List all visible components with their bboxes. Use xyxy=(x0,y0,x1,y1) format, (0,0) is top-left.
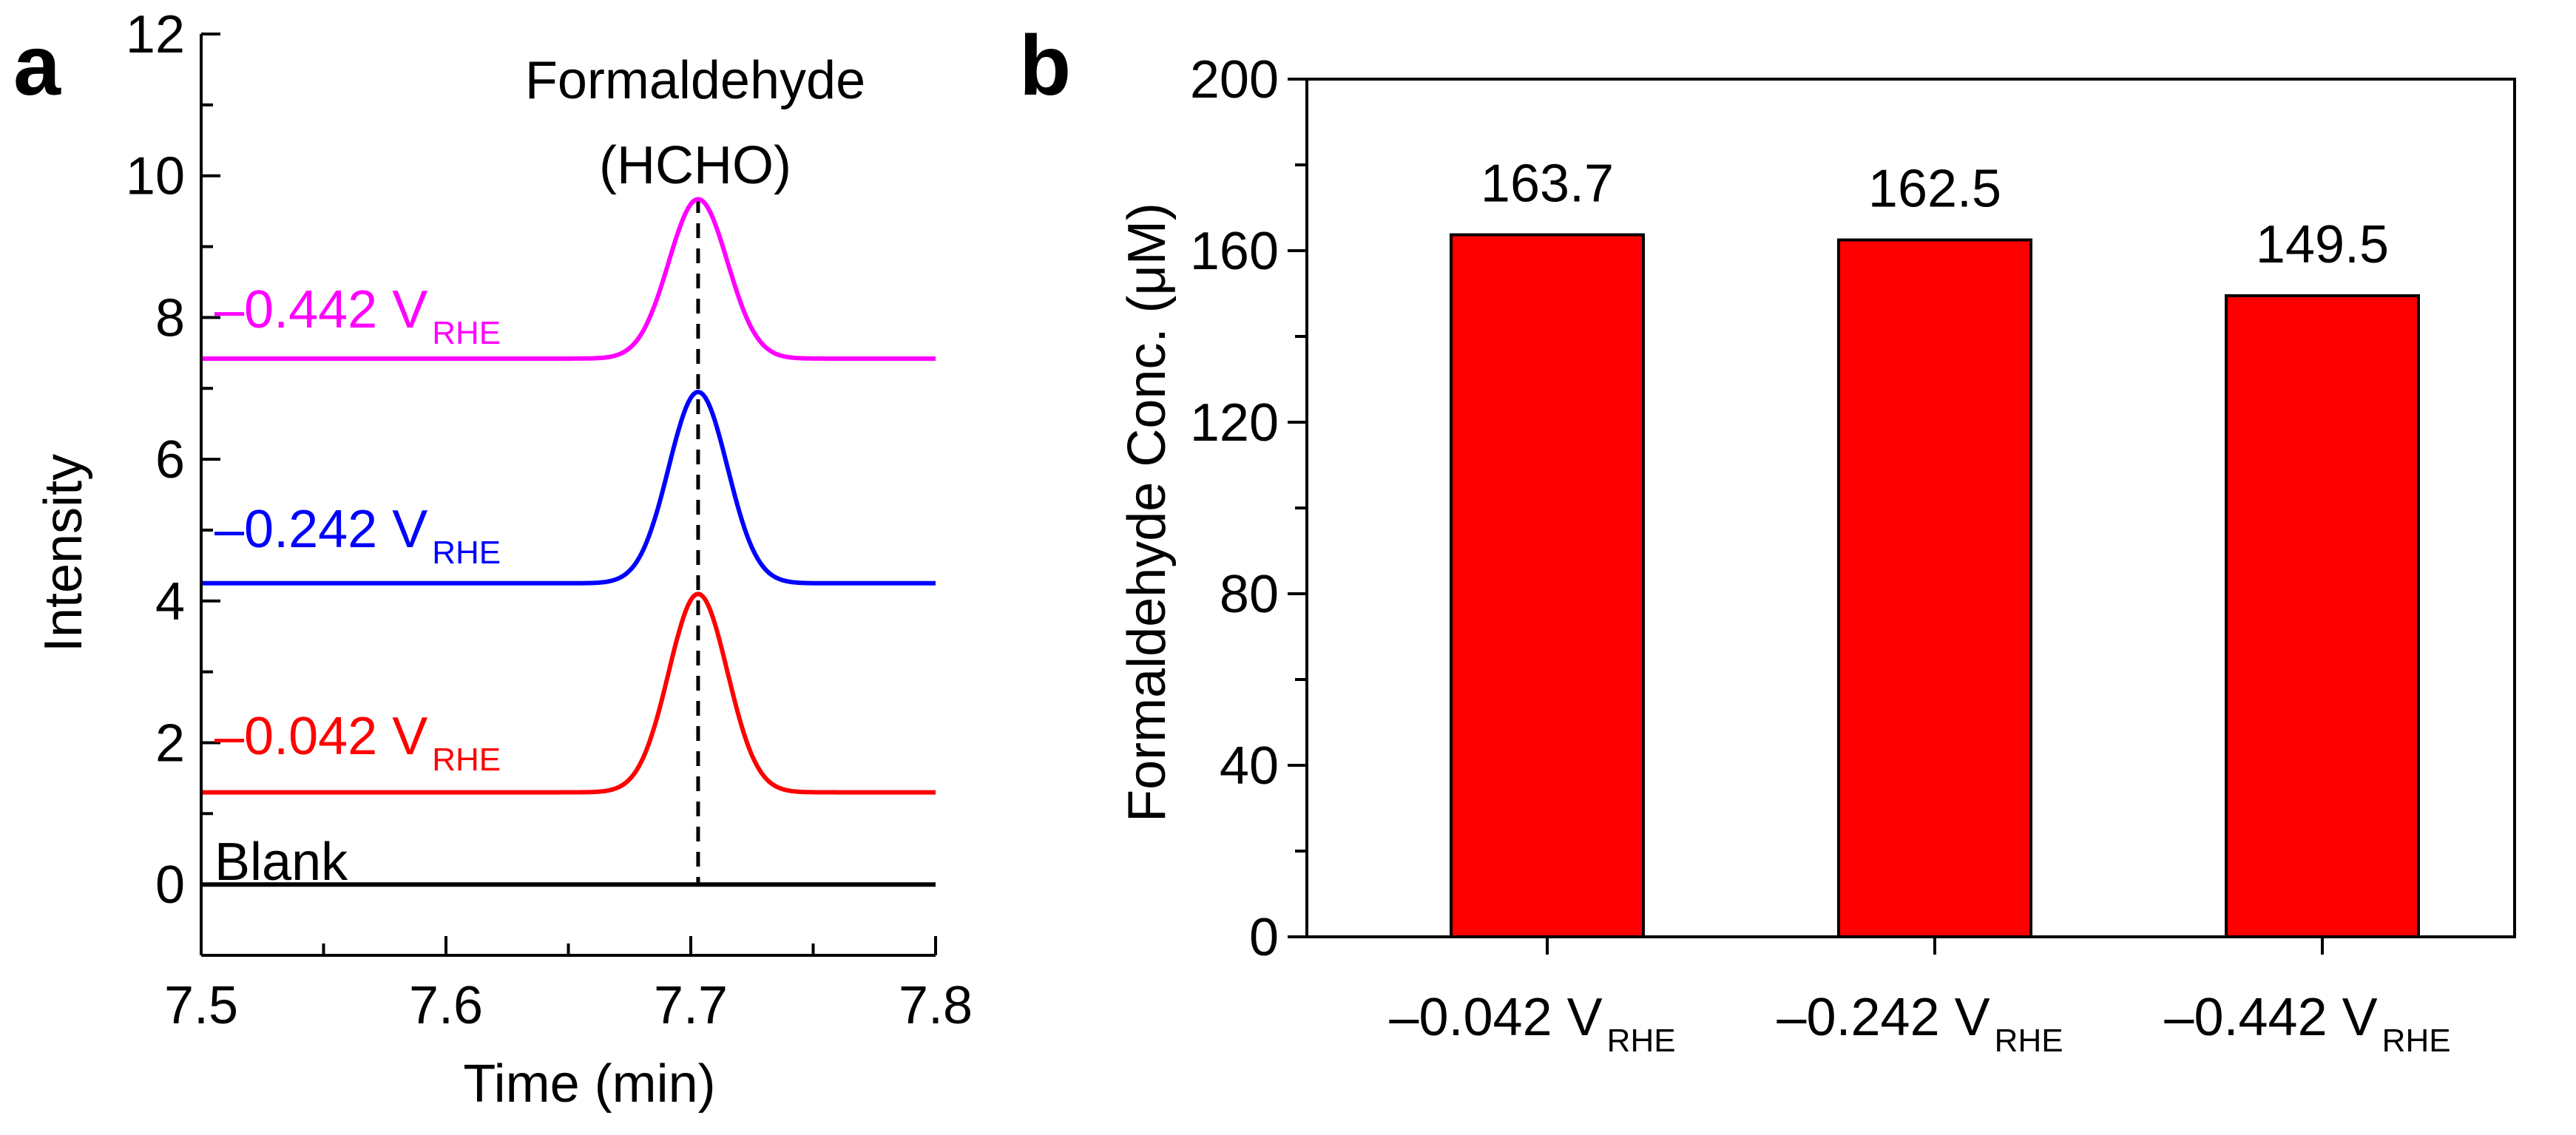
series-label-neg0442: –0.442 V RHE xyxy=(214,280,501,351)
bar-1 xyxy=(1837,238,2032,938)
panel-a-line-chart: a 0 2 4 6 8 10 12 7.5 7.6 7.7 7.8 Formaldehyde (HC… xyxy=(13,5,973,1114)
panel-a-x-axis-title: Time (min) xyxy=(463,1054,715,1114)
panel-a-y-tick-label: 6 xyxy=(155,430,185,489)
series-label-blank: Blank xyxy=(214,833,348,892)
panel-b-y-tick-label: 40 xyxy=(1220,736,1279,796)
panel-a-annotation-line1: Formaldehyde xyxy=(525,51,865,110)
panel-a-x-tick-label: 7.8 xyxy=(899,976,973,1035)
series-line-2 xyxy=(201,389,936,586)
series-label-neg0242: –0.242 V RHE xyxy=(214,500,501,571)
panel-b-plot-area: 163.7 162.5 149.5 xyxy=(1450,155,2420,939)
panel-a-axes: 0 2 4 6 8 10 12 7.5 7.6 7.7 7.8 xyxy=(126,5,973,1035)
panel-a-y-tick-label: 10 xyxy=(126,147,185,206)
panel-a-y-tick-label: 4 xyxy=(155,572,185,631)
panel-a-y-axis-title: Intensity xyxy=(34,454,93,652)
panel-b-y-axis-title: Formaldehyde Conc. (μM) xyxy=(1118,203,1177,822)
bar-2 xyxy=(2225,294,2420,938)
bar-value-label-1: 162.5 xyxy=(1868,160,2001,219)
panel-b-y-tick-label: 200 xyxy=(1190,50,1279,109)
panel-b-y-tick-label: 0 xyxy=(1249,908,1279,967)
panel-b-bar-chart: b 163.7 162.5 149.5 0 40 80 120 160 200 –0.042 V… xyxy=(1019,18,2516,1059)
panel-b-y-tick-label: 80 xyxy=(1220,565,1279,624)
panel-b-axes: 0 40 80 120 160 200 –0.042 V RHE –0.242 V RHE –0.4… xyxy=(1190,50,2516,1059)
panel-b-x-tick-label: –0.442 V RHE xyxy=(2164,988,2450,1059)
series-label-neg0042: –0.042 V RHE xyxy=(214,707,501,778)
panel-a-y-tick-label: 12 xyxy=(126,5,185,64)
panel-a-annotation-line2: (HCHO) xyxy=(599,136,791,195)
panel-a-x-tick-label: 7.7 xyxy=(654,976,728,1035)
series-line-1 xyxy=(201,592,936,795)
bar-value-label-0: 163.7 xyxy=(1481,155,1614,214)
panel-a-y-tick-label: 8 xyxy=(155,288,185,348)
panel-a-y-tick-label: 2 xyxy=(155,714,185,773)
panel-b-y-tick-label: 120 xyxy=(1190,393,1279,453)
panel-a-x-tick-label: 7.5 xyxy=(164,976,238,1035)
panel-b-x-tick-label: –0.042 V RHE xyxy=(1389,988,1675,1059)
panel-a-y-tick-label: 0 xyxy=(155,856,185,915)
bar-value-label-2: 149.5 xyxy=(2256,215,2389,274)
bar-0 xyxy=(1450,233,1645,939)
panel-b-y-tick-label: 160 xyxy=(1190,222,1279,281)
panel-a-x-tick-label: 7.6 xyxy=(409,976,483,1035)
series-line-3 xyxy=(201,197,936,361)
panel-b-x-tick-label: –0.242 V RHE xyxy=(1777,988,2063,1059)
panel-b-label: b xyxy=(1019,18,1071,113)
panel-a-plot-area xyxy=(201,197,936,887)
panel-a-label: a xyxy=(13,18,61,113)
